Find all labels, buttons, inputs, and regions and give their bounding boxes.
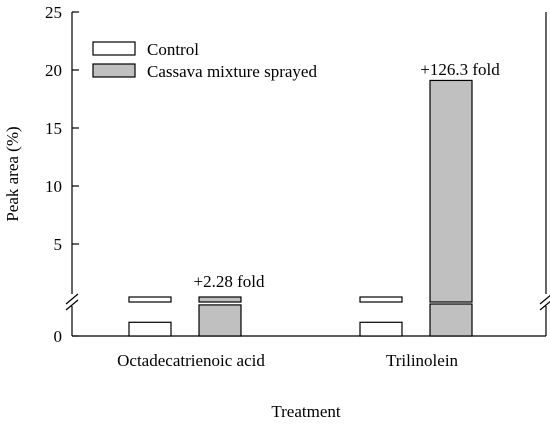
legend-swatch xyxy=(92,63,136,78)
y-axis-break-mark xyxy=(65,299,79,311)
y-tick-label: 20 xyxy=(45,61,62,80)
y-tick-label: 15 xyxy=(45,119,62,138)
bar-cassava-upper xyxy=(429,79,473,303)
y-axis-break-mark xyxy=(65,293,79,305)
right-frame-break-mark xyxy=(539,300,550,311)
labels: Octadecatrienoic acid Trilinolein +2.28 fo… xyxy=(117,60,500,370)
bar-cassava-lower xyxy=(198,304,242,337)
legend-swatch xyxy=(92,41,136,56)
fold-annotation: +2.28 fold xyxy=(194,272,265,291)
y-tick-label: 25 xyxy=(45,3,62,22)
y-tick-label: 0 xyxy=(54,327,63,346)
right-frame-break-mark xyxy=(539,294,550,305)
legend-label: Control xyxy=(147,40,199,59)
category-label: Trilinolein xyxy=(386,351,459,370)
legend-label: Cassava mixture sprayed xyxy=(147,62,317,81)
category-label: Octadecatrienoic acid xyxy=(117,351,265,370)
legend: Control Cassava mixture sprayed xyxy=(92,40,317,81)
bar-control-lower xyxy=(359,321,403,337)
bar-control-lower xyxy=(128,321,172,337)
bar-control-upper xyxy=(128,296,172,303)
y-tick-label: 10 xyxy=(45,177,62,196)
fold-annotation: +126.3 fold xyxy=(420,60,500,79)
y-tick-label: 5 xyxy=(54,235,63,254)
y-axis-title: Peak area (%) xyxy=(3,126,22,221)
bar-control-upper xyxy=(359,296,403,303)
x-axis-title: Treatment xyxy=(271,402,341,421)
bar-cassava-lower xyxy=(429,303,473,337)
bars xyxy=(128,79,473,337)
bar-cassava-upper xyxy=(198,296,242,303)
